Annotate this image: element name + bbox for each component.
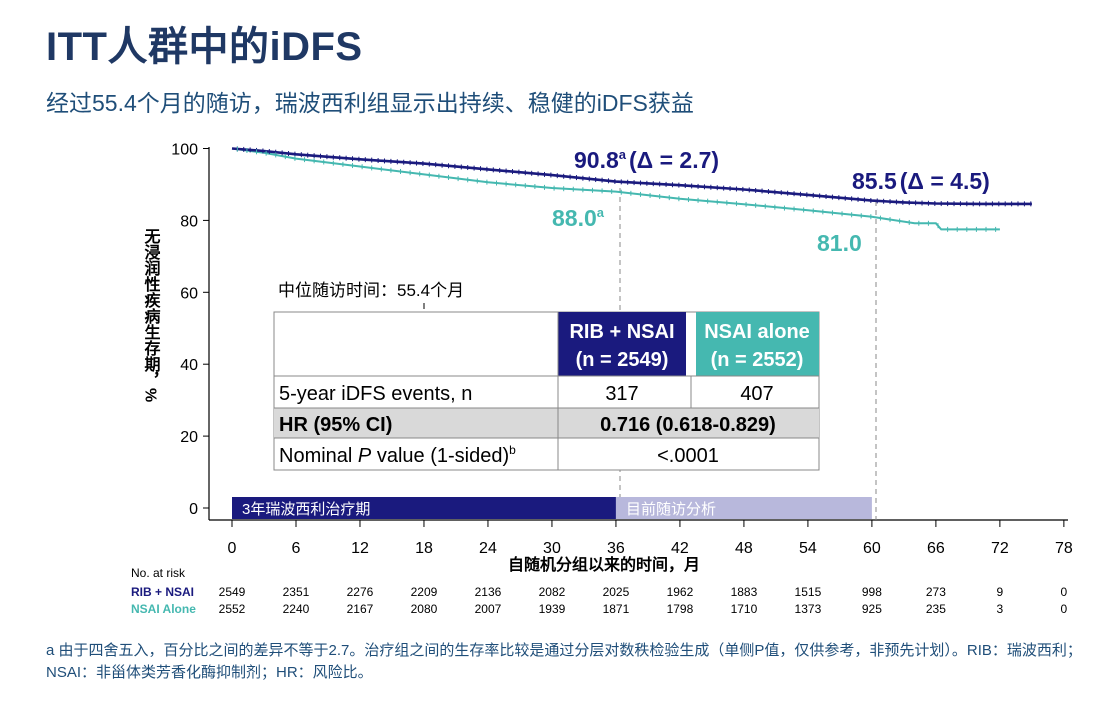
band-current-followup [615,497,872,519]
at-risk-value: 2351 [283,585,310,599]
table-header-rib-name: RIB + NSAI [569,321,674,343]
at-risk-value: 0 [1061,602,1068,616]
at-risk-value: 2082 [539,585,566,599]
at-risk-value: 1798 [667,602,694,616]
x-tick-label: 6 [292,540,301,557]
x-tick-label: 48 [735,540,753,557]
at-risk-value: 925 [862,602,882,616]
x-tick-label: 30 [543,540,561,557]
band-current-followup-label: 目前随访分析 [626,501,716,518]
table-row-events-rib: 317 [605,383,638,405]
censor-marks [236,146,1032,232]
at-risk-value: 2136 [475,585,502,599]
y-ticks: 0 20 40 60 80 100 [171,142,209,518]
at-risk-value: 2276 [347,585,374,599]
x-ticks: 0 6 12 18 24 30 36 42 48 54 60 66 72 78 [228,520,1073,557]
series-line-nsai-alone [231,147,1000,231]
at-risk-nsai-name: NSAI Alone [131,602,196,616]
table-header-nsai-name: NSAI alone [704,321,810,343]
at-risk-value: 235 [926,602,946,616]
x-tick-label: 24 [479,540,497,557]
table-row-pvalue-value: <.0001 [657,445,719,467]
at-risk-value: 1883 [731,585,758,599]
x-axis-label: 自随机分组以来的时间，月 [508,555,700,574]
at-risk-value: 2549 [219,585,246,599]
x-tick-label: 54 [799,540,817,557]
table-row-events-label: 5-year iDFS events, n [279,383,472,405]
footnote: a 由于四舍五入，百分比之间的差异不等于2.7。治疗组之间的生存率比较是通过分层… [46,642,1082,681]
x-tick-label: 42 [671,540,689,557]
at-risk-value: 2167 [347,602,374,616]
series-line-rib-nsai [231,147,1032,206]
table-header-nsai-n: (n = 2552) [711,349,804,371]
y-tick-label: 100 [171,142,198,159]
at-risk-rib-name: RIB + NSAI [131,585,194,599]
band-treatment-period-label: 3年瑞波西利治疗期 [242,501,370,518]
table-header-rib-n: (n = 2549) [576,349,669,371]
annotation-nsai-60: 81.0 [817,230,862,256]
x-tick-label: 72 [991,540,1009,557]
at-risk-value: 273 [926,585,946,599]
y-tick-label: 80 [180,213,198,230]
at-risk-value: 3 [997,602,1004,616]
band-treatment-period [232,497,616,519]
at-risk-value: 2209 [411,585,438,599]
median-followup-label: 中位随访时间：55.4个月 [278,281,464,300]
x-tick-label: 66 [927,540,945,557]
table-row-pvalue-label: Nominal P value (1-sided)b [279,443,516,467]
at-risk-value: 0 [1061,585,1068,599]
y-tick-label: 40 [180,357,198,374]
page-subtitle: 经过55.4个月的随访，瑞波西利组显示出持续、稳健的iDFS获益 [46,90,694,116]
y-tick-label: 20 [180,429,198,446]
at-risk-value: 1939 [539,602,566,616]
at-risk-value: 2240 [283,602,310,616]
x-tick-label: 12 [351,540,369,557]
table-row-events-nsai: 407 [740,383,773,405]
table-row-hr-value: 0.716 (0.618-0.829) [600,414,776,436]
at-risk-value: 1373 [795,602,822,616]
at-risk-value: 998 [862,585,882,599]
page-title: ITT人群中的iDFS [46,25,363,69]
x-tick-label: 60 [863,540,881,557]
y-tick-label: 0 [189,501,198,518]
x-tick-label: 18 [415,540,433,557]
table-row-hr-label: HR (95% CI) [279,414,392,436]
at-risk-value: 2080 [411,602,438,616]
annotation-rib-36: 90.8a (Δ = 2.7) [574,147,719,173]
x-tick-label: 78 [1055,540,1073,557]
at-risk-value: 2007 [475,602,502,616]
at-risk-value: 2025 [603,585,630,599]
x-tick-label: 36 [607,540,625,557]
y-tick-label: 60 [180,285,198,302]
at-risk-value: 1710 [731,602,758,616]
annotation-rib-60: 85.5 (Δ = 4.5) [852,168,990,194]
at-risk-value: 2552 [219,602,246,616]
at-risk-value: 9 [997,585,1004,599]
at-risk-title: No. at risk [131,566,186,580]
at-risk-value: 1515 [795,585,822,599]
y-axis-label: 无浸润性疾病生存期，% [142,228,162,402]
results-table: RIB + NSAI (n = 2549) NSAI alone (n = 25… [273,311,820,471]
at-risk-value: 1871 [603,602,630,616]
at-risk-values: 2549 2351 2276 2209 2136 2082 2025 1962 1883 1515… [219,585,1068,616]
x-tick-label: 0 [228,540,237,557]
at-risk-value: 1962 [667,585,694,599]
annotation-nsai-36: 88.0a [552,205,605,231]
